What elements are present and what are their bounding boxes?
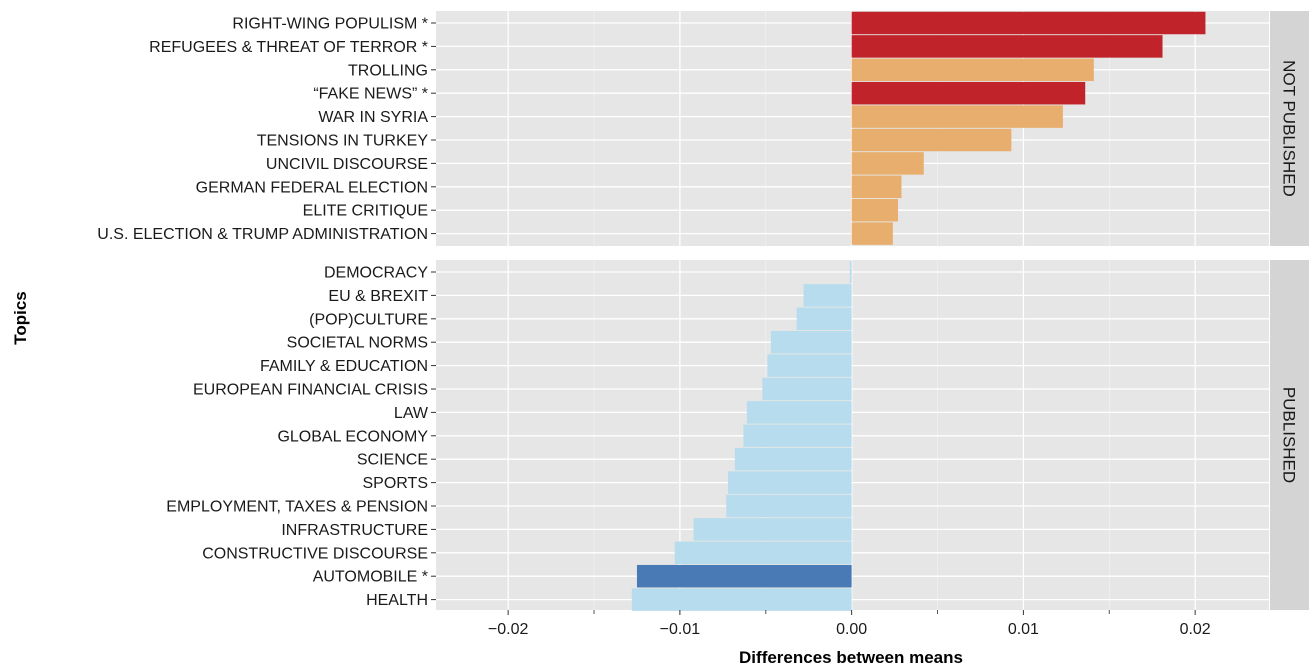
bar bbox=[636, 564, 852, 588]
y-tick-label: (POP)CULTURE bbox=[309, 311, 428, 328]
y-tick-label: TENSIONS IN TURKEY bbox=[257, 133, 429, 150]
y-tick-label: “FAKE NEWS” * bbox=[313, 86, 428, 103]
x-tick-label: −0.01 bbox=[660, 621, 701, 638]
x-tick-label: 0.01 bbox=[1008, 621, 1039, 638]
bar bbox=[851, 222, 893, 245]
bar bbox=[851, 105, 1063, 128]
facet-panel-published: DEMOCRACY EU & BREXIT (POP)CULTURE SOCIETAL… bbox=[166, 260, 1309, 611]
bar bbox=[851, 81, 1086, 105]
bar bbox=[674, 541, 852, 565]
bar bbox=[851, 11, 1206, 35]
bar bbox=[803, 284, 852, 307]
bar bbox=[770, 330, 852, 354]
y-tick-label: INFRASTRUCTURE bbox=[281, 522, 428, 539]
y-tick-label: AUTOMOBILE * bbox=[313, 569, 428, 586]
y-tick-label: GERMAN FEDERAL ELECTION bbox=[196, 179, 428, 196]
bar bbox=[631, 588, 852, 611]
x-tick-label: 0.02 bbox=[1180, 621, 1211, 638]
y-tick-label: RIGHT-WING POPULISM * bbox=[232, 16, 428, 33]
bar bbox=[851, 58, 1094, 82]
y-tick-label: LAW bbox=[394, 405, 429, 422]
bar bbox=[762, 377, 852, 401]
bar bbox=[726, 494, 852, 518]
bar bbox=[851, 128, 1012, 152]
y-tick-label: WAR IN SYRIA bbox=[318, 109, 428, 126]
x-tick-label: −0.02 bbox=[488, 621, 529, 638]
facet-strip-label: PUBLISHED bbox=[1280, 387, 1299, 483]
bar bbox=[796, 307, 852, 331]
facet-strip bbox=[1270, 11, 1309, 246]
y-tick-label: EMPLOYMENT, TAXES & PENSION bbox=[166, 499, 428, 516]
y-tick-label: REFUGEES & THREAT OF TERROR * bbox=[149, 39, 428, 56]
bar bbox=[851, 175, 902, 199]
y-tick-label: EUROPEAN FINANCIAL CRISIS bbox=[193, 382, 428, 399]
bar bbox=[851, 198, 899, 222]
x-axis-title: Differences between means bbox=[739, 648, 963, 667]
y-tick-label: DEMOCRACY bbox=[324, 265, 428, 282]
bar bbox=[851, 152, 924, 175]
panel-background bbox=[436, 260, 1269, 610]
bar bbox=[767, 354, 852, 377]
y-tick-label: U.S. ELECTION & TRUMP ADMINISTRATION bbox=[97, 226, 428, 243]
x-tick-label: 0.00 bbox=[836, 621, 867, 638]
y-axis-title: Topics bbox=[11, 291, 30, 345]
y-tick-label: FAMILY & EDUCATION bbox=[260, 358, 428, 375]
facet-strip-label: NOT PUBLISHED bbox=[1280, 60, 1299, 197]
bar bbox=[851, 35, 1163, 58]
y-tick-label: TROLLING bbox=[348, 62, 428, 79]
y-tick-label: EU & BREXIT bbox=[328, 288, 428, 305]
y-tick-label: ELITE CRITIQUE bbox=[303, 203, 428, 220]
y-tick-label: UNCIVIL DISCOURSE bbox=[266, 156, 428, 173]
facet-strip bbox=[1270, 260, 1309, 610]
y-tick-label: CONSTRUCTIVE DISCOURSE bbox=[202, 545, 428, 562]
bar bbox=[693, 518, 852, 541]
bar bbox=[734, 447, 852, 471]
facet-panel-not-published: RIGHT-WING POPULISM * REFUGEES & THREAT O… bbox=[97, 11, 1309, 246]
bar bbox=[746, 401, 852, 424]
y-tick-label: HEALTH bbox=[366, 592, 428, 609]
bar bbox=[743, 424, 852, 448]
bar bbox=[849, 260, 852, 284]
y-tick-label: SCIENCE bbox=[357, 452, 428, 469]
y-tick-label: SOCIETAL NORMS bbox=[287, 335, 428, 352]
x-axis: −0.02 −0.01 0.00 0.01 0.02 bbox=[488, 610, 1211, 638]
y-tick-label: SPORTS bbox=[363, 475, 429, 492]
bar bbox=[727, 471, 852, 494]
y-tick-label: GLOBAL ECONOMY bbox=[277, 428, 428, 445]
